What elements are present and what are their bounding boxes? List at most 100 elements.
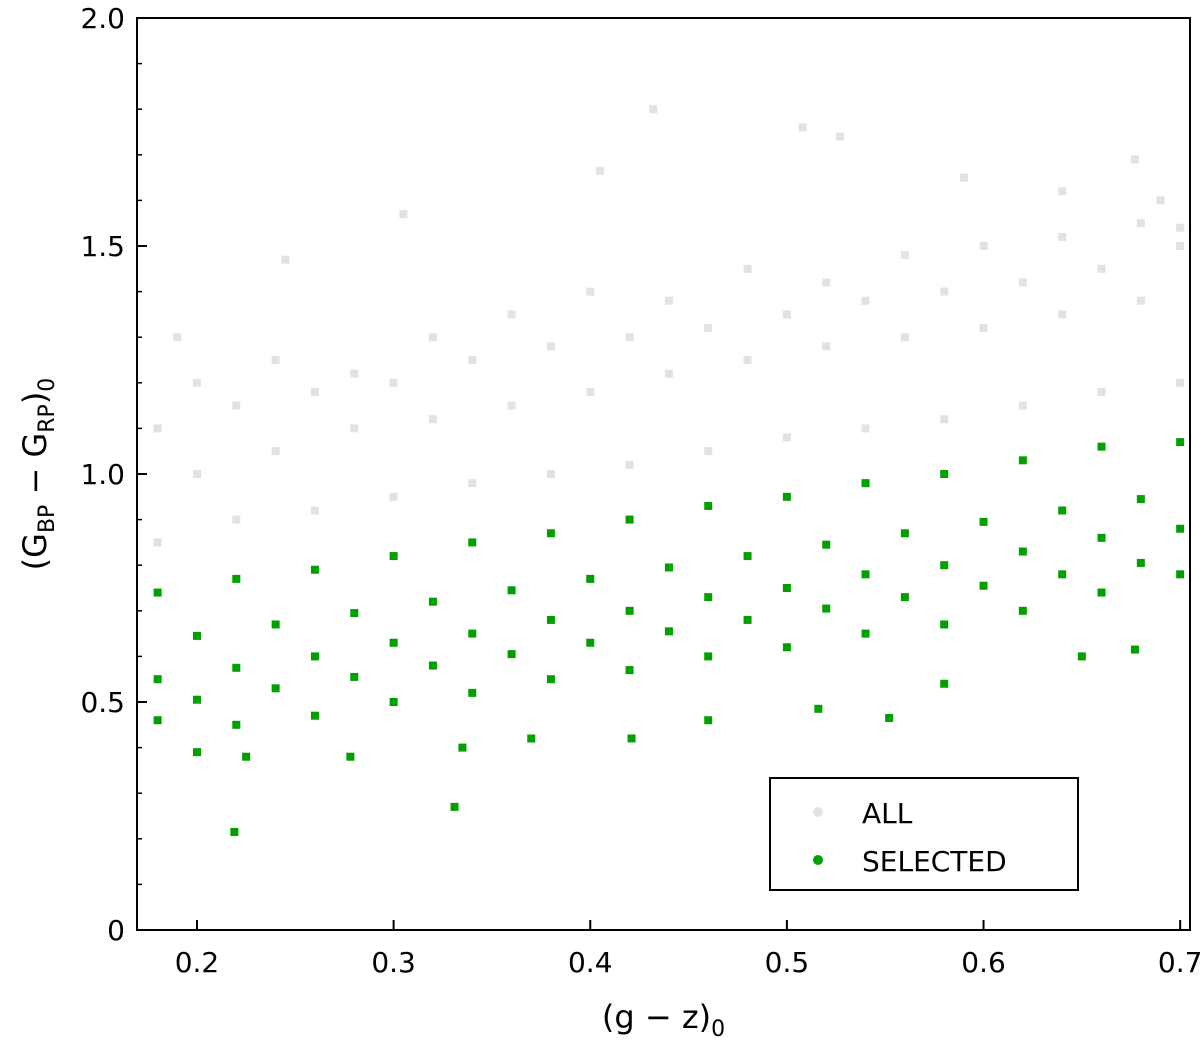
point [979,581,988,590]
point [704,716,713,725]
point [782,643,791,652]
y-tick-label: 1.0 [80,458,125,491]
point [1018,547,1027,556]
point [664,296,673,305]
point [310,387,319,396]
legend-marker [813,807,823,817]
point [281,255,290,264]
point [900,251,909,260]
point [242,752,251,761]
legend-marker [813,855,823,865]
point [900,529,909,538]
point [664,563,673,572]
point [596,166,605,175]
point [1018,456,1027,465]
points [153,105,1185,836]
point [822,278,831,287]
point [814,704,823,713]
point [649,105,658,114]
point [1058,232,1067,241]
point [1018,606,1027,615]
point [1136,296,1145,305]
point [704,652,713,661]
point [546,615,555,624]
point [861,629,870,638]
point [979,517,988,526]
point [900,333,909,342]
x-tick-label: 0.4 [568,946,613,979]
point [153,716,162,725]
point [822,342,831,351]
point [586,574,595,583]
point [468,629,477,638]
point [310,565,319,574]
point [1058,570,1067,579]
point [173,333,182,342]
y-tick-label: 0.5 [80,686,125,719]
point [586,638,595,647]
point [232,574,241,583]
point [979,242,988,250]
point [1176,242,1185,250]
point [625,666,634,675]
point [1018,278,1027,287]
point [458,743,467,752]
legend-label: ALL [862,797,913,830]
x-axis-label-part: (g − z) [602,998,711,1036]
point [1156,196,1165,205]
point [230,827,239,836]
point [1176,570,1185,579]
point [192,378,201,387]
point [153,424,162,433]
point [428,597,437,606]
point [232,515,241,524]
point [468,538,477,547]
point [1058,506,1067,515]
point [399,210,408,219]
legend-label: SELECTED [862,845,1007,878]
point [586,287,595,296]
point [1136,558,1145,567]
point [1097,588,1106,597]
point [350,424,359,433]
point [527,734,536,743]
point [232,401,241,410]
point [743,356,752,364]
x-tick-label: 0.6 [961,946,1006,979]
point [507,401,516,410]
point [192,748,201,757]
y-axis-label-part: 0 [35,378,60,392]
point [1097,442,1106,451]
y-axis-label-part: BP [35,505,60,533]
point [546,675,555,684]
point [861,424,870,433]
point [468,356,477,364]
point [389,378,398,387]
point [507,310,516,319]
point [625,606,634,615]
point [940,415,949,424]
point [468,688,477,697]
point [310,652,319,661]
point [704,501,713,510]
point [782,310,791,319]
point [1097,533,1106,542]
point [1176,378,1185,387]
point [822,540,831,549]
point [389,492,398,501]
point [346,752,355,761]
point [1130,155,1139,164]
point [782,433,791,442]
point [271,620,280,629]
point [940,561,949,570]
y-axis-label-part: (G [16,533,54,570]
point [861,296,870,305]
point [885,713,894,722]
point [625,515,634,524]
y-tick-label: 0 [107,914,125,947]
point [192,631,201,640]
point [192,695,201,704]
point [271,684,280,693]
point [704,447,713,456]
